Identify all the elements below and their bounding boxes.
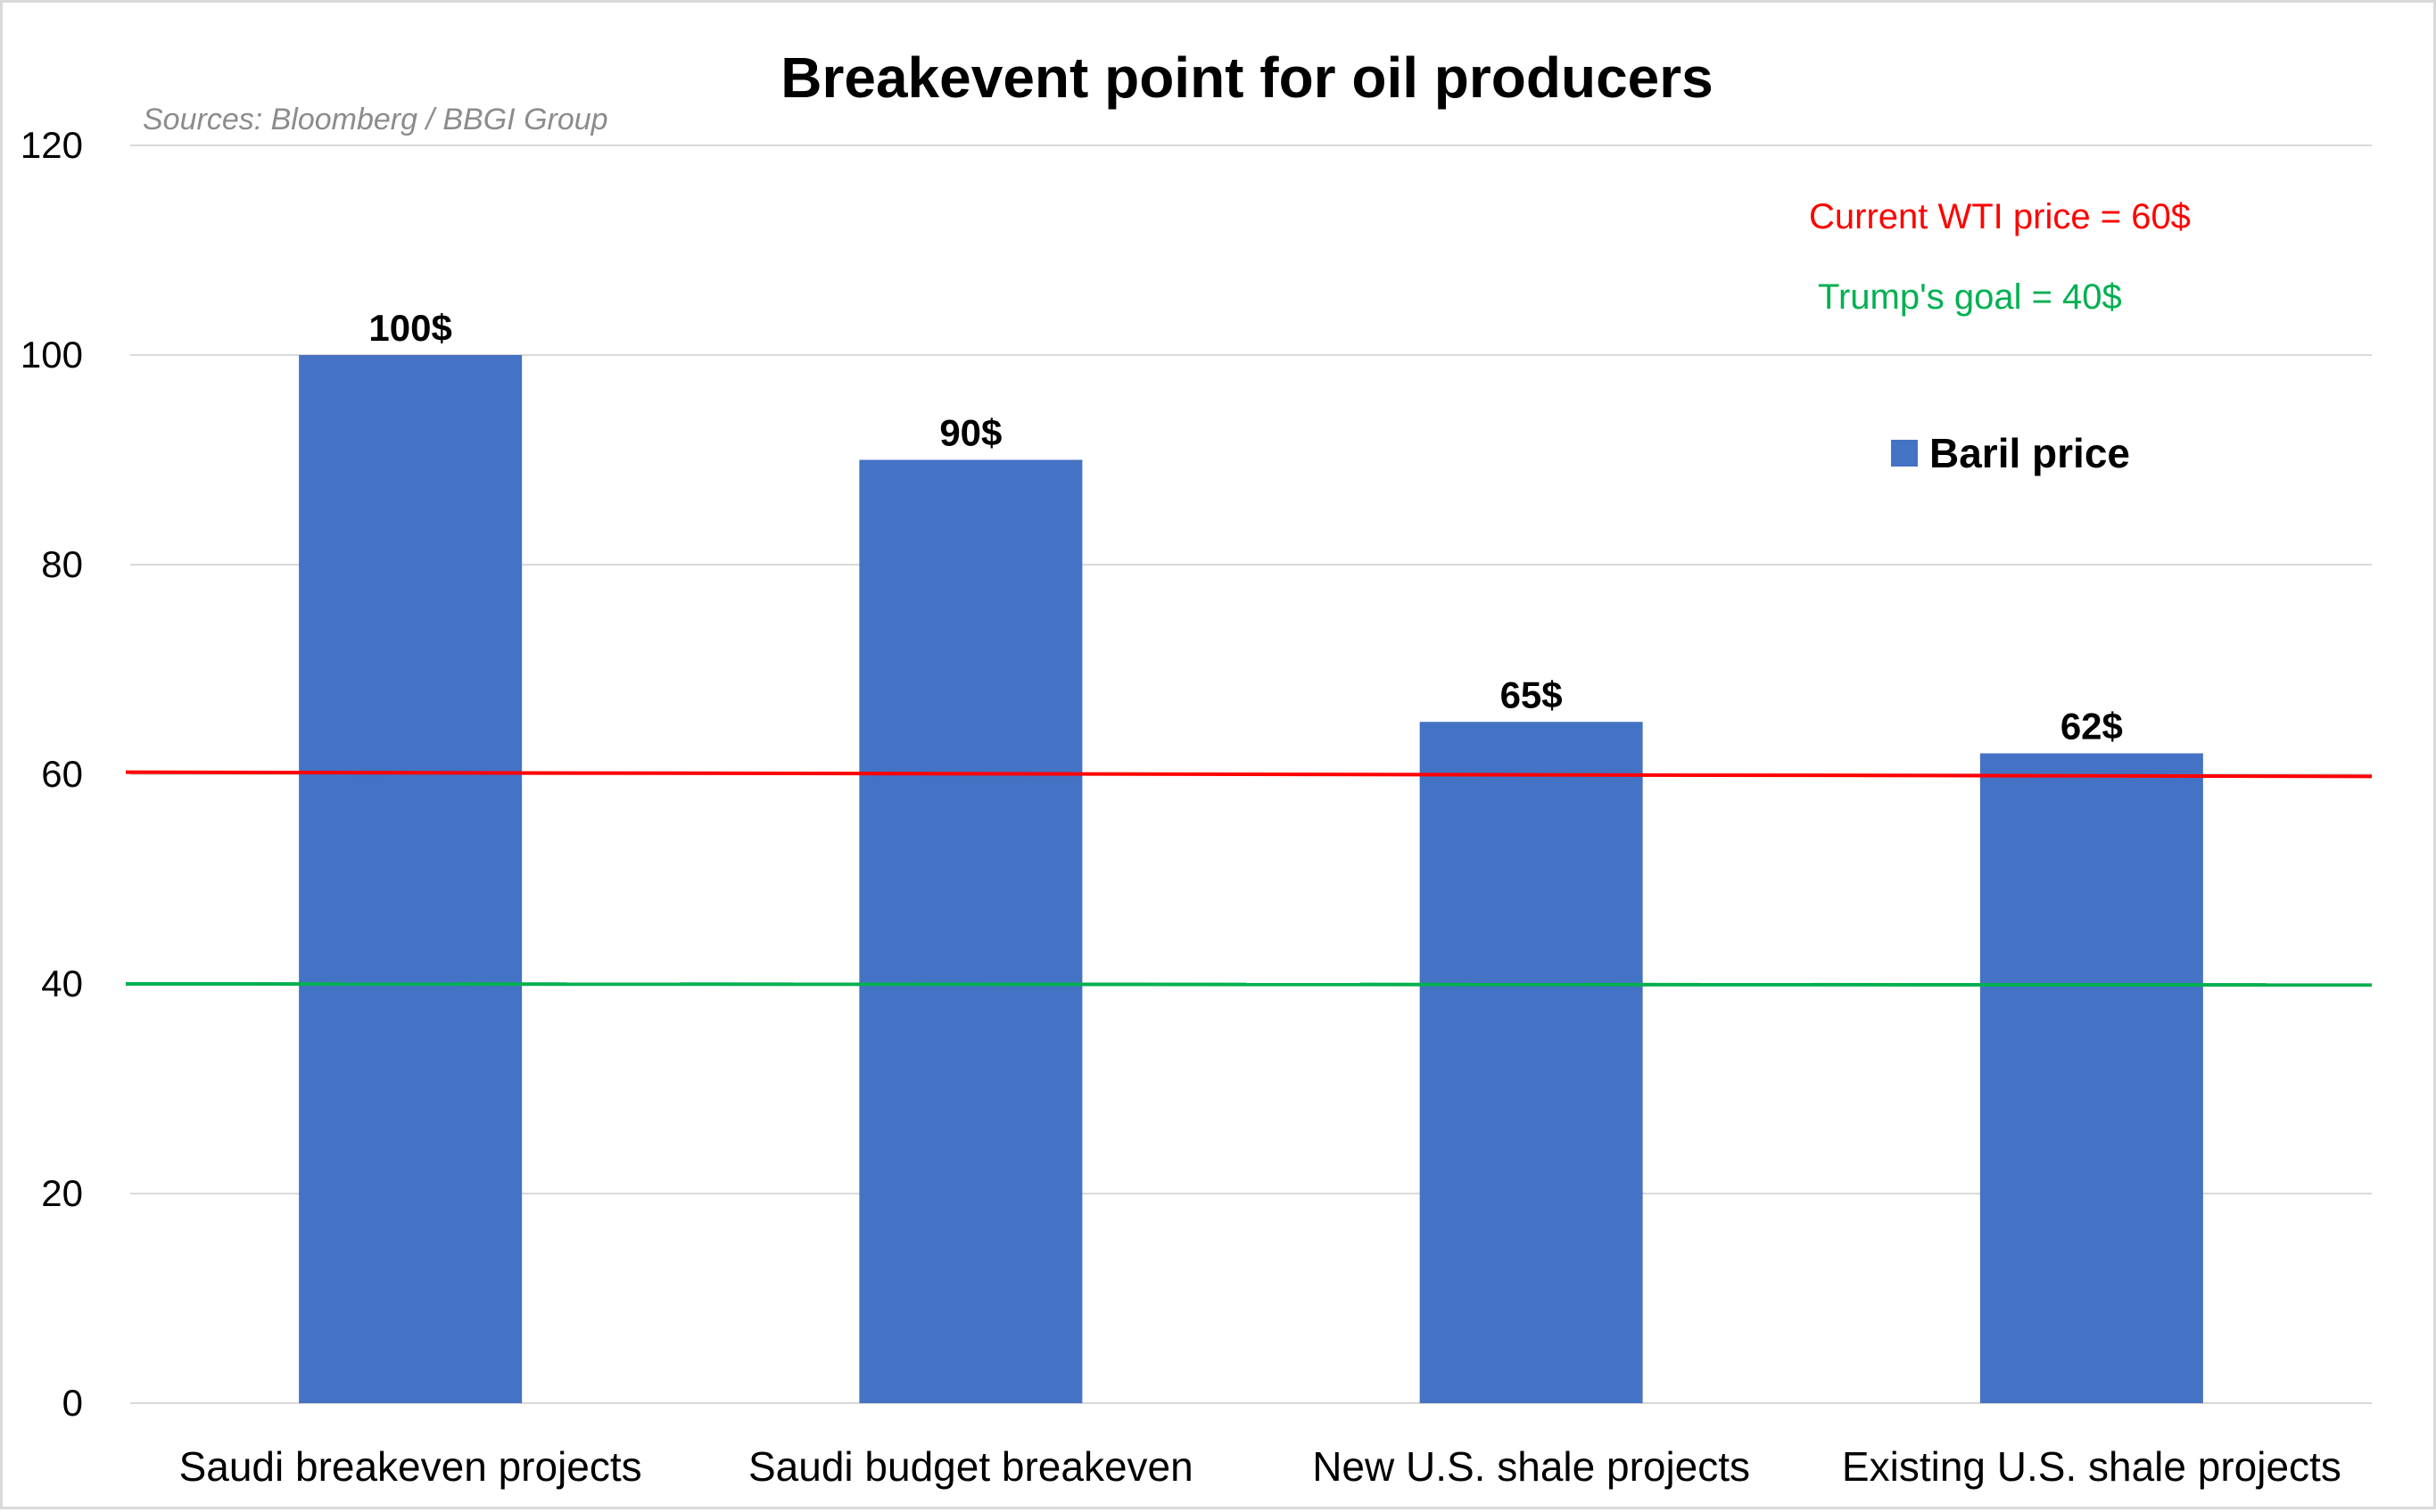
legend-label: Baril price	[1929, 430, 2130, 476]
bars: 100$ 90$ 65$ 62$	[299, 307, 2203, 1403]
x-tick-label-4: Existing U.S. shale projects	[1842, 1443, 2341, 1490]
x-tick-label-2: Saudi budget breakeven	[748, 1443, 1193, 1490]
data-label-1: 100$	[368, 307, 451, 349]
reference-line-label-1: Current WTI price = 60$	[1809, 197, 2191, 236]
y-tick-label-100: 100	[21, 334, 83, 376]
y-axis-tick-labels: 0 20 40 60 80 100 120	[21, 124, 83, 1424]
y-tick-label-60: 60	[41, 753, 83, 795]
y-tick-label-80: 80	[41, 543, 83, 585]
y-tick-label-0: 0	[62, 1382, 83, 1424]
bar-chart: Breakevent point for oil producers Sourc…	[21, 45, 2373, 1490]
reference-lines: Current WTI price = 60$ Trump's goal = 40…	[125, 197, 2373, 987]
y-tick-label-120: 120	[21, 124, 83, 166]
bar-3	[1419, 722, 1643, 1403]
bar-4	[1979, 753, 2203, 1403]
data-label-3: 65$	[1500, 673, 1563, 715]
chart-title: Breakevent point for oil producers	[780, 45, 1713, 110]
legend-swatch	[1891, 440, 1918, 467]
x-tick-label-1: Saudi breakeven projects	[179, 1443, 642, 1490]
y-tick-label-40: 40	[41, 963, 83, 1004]
data-label-2: 90$	[939, 412, 1002, 454]
y-tick-label-20: 20	[41, 1172, 83, 1214]
chart-source-note: Sources: Bloomberg / BBGI Group	[143, 103, 608, 136]
x-axis-tick-labels: Saudi breakeven projects Saudi budget bre…	[179, 1443, 2341, 1490]
x-tick-label-3: New U.S. shale projects	[1312, 1443, 1750, 1490]
bar-2	[859, 459, 1083, 1403]
reference-line-1	[125, 770, 2373, 779]
reference-line-2	[125, 982, 2373, 987]
legend: Baril price	[1891, 430, 2130, 476]
data-label-4: 62$	[2060, 706, 2123, 748]
bar-1	[299, 355, 523, 1403]
reference-line-label-2: Trump's goal = 40$	[1818, 277, 2122, 317]
